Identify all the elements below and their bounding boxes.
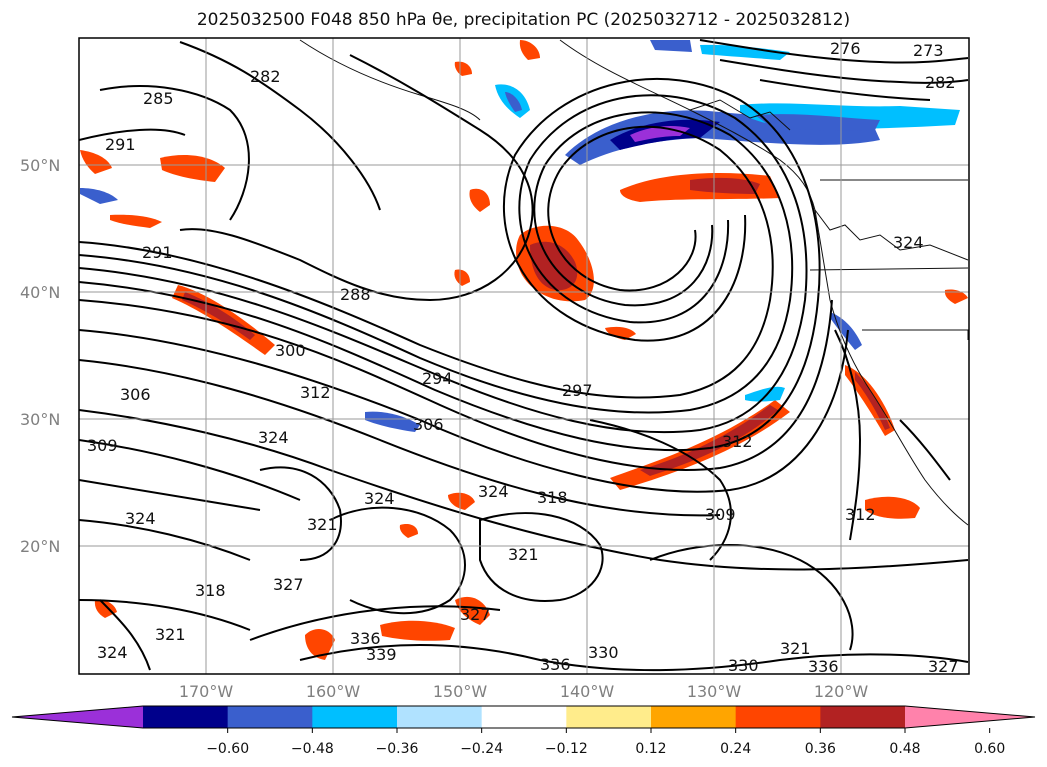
map-title: 2025032500 F048 850 hPa θe, precipitatio… <box>196 10 851 30</box>
latitude-labels: 50°N 40°N 30°N 20°N <box>20 156 60 556</box>
contour-label: 312 <box>845 505 876 524</box>
contour-label: 327 <box>273 575 304 594</box>
colorbar-segment <box>820 706 906 728</box>
theta-e-contours <box>79 39 969 672</box>
colorbar-tick-label: 0.12 <box>635 741 666 757</box>
contour-label: 291 <box>142 243 173 262</box>
contour-label: 336 <box>540 655 571 674</box>
lon-label: 140°W <box>560 682 615 701</box>
lat-label: 50°N <box>20 156 60 175</box>
graticule <box>79 38 969 674</box>
colorbar-segment <box>227 706 313 728</box>
contour-label: 312 <box>722 432 753 451</box>
contour-label: 312 <box>300 383 331 402</box>
contour-label: 318 <box>537 488 568 507</box>
contour-label: 288 <box>340 285 371 304</box>
contour-label: 309 <box>705 505 736 524</box>
contour-label: 324 <box>478 482 509 501</box>
contour-label: 336 <box>350 629 381 648</box>
lat-label: 20°N <box>20 537 60 556</box>
contour-label: 276 <box>830 39 861 58</box>
contour-label: 324 <box>364 489 395 508</box>
contour-label: 300 <box>275 341 306 360</box>
lon-label: 160°W <box>306 682 361 701</box>
colorbar-outline <box>11 705 1036 729</box>
contour-label: 324 <box>893 233 924 252</box>
colorbar-segment <box>143 706 229 728</box>
contour-label: 285 <box>143 89 174 108</box>
contour-label: 297 <box>562 381 593 400</box>
colorbar-tick-label: 0.24 <box>720 741 751 757</box>
longitude-labels: 170°W 160°W 150°W 140°W 130°W 120°W <box>179 682 869 701</box>
map-frame <box>78 37 970 675</box>
contour-label: 330 <box>728 656 759 675</box>
contour-label: 327 <box>460 605 491 624</box>
colorbar-segment <box>312 706 398 728</box>
colorbar-tick-label: −0.48 <box>291 741 334 757</box>
colorbar-tick-label: −0.12 <box>545 741 588 757</box>
lat-label: 40°N <box>20 283 60 302</box>
contour-label: 339 <box>366 645 397 664</box>
lat-label: 30°N <box>20 410 60 429</box>
colorbar-segment <box>397 706 483 728</box>
contour-labels: 276 273 282 285 282 291 291 288 300 306 … <box>87 39 959 676</box>
contour-label: 309 <box>87 436 118 455</box>
contour-label: 336 <box>808 657 839 676</box>
colorbar-segment <box>735 706 821 728</box>
colorbar-segment <box>651 706 737 728</box>
contour-label: 321 <box>508 545 539 564</box>
colorbar: −0.60 −0.48 −0.36 −0.24 −0.12 0.12 0.24 0.36 0.4… <box>11 705 1036 757</box>
contour-label: 321 <box>307 515 338 534</box>
contour-label: 327 <box>928 657 959 676</box>
map-content: 276 273 282 285 282 291 291 288 300 306 … <box>79 38 969 676</box>
lon-label: 120°W <box>814 682 869 701</box>
contour-label: 324 <box>125 509 156 528</box>
colorbar-segment <box>566 706 652 728</box>
contour-label: 306 <box>120 385 151 404</box>
lon-label: 150°W <box>433 682 488 701</box>
coastlines <box>299 39 969 526</box>
precip-shading <box>80 40 968 660</box>
colorbar-extend-min <box>12 706 143 728</box>
colorbar-segment <box>481 706 567 728</box>
contour-label: 282 <box>925 73 956 92</box>
contour-label: 330 <box>588 643 619 662</box>
colorbar-tick-label: 0.48 <box>889 741 920 757</box>
lon-label: 130°W <box>687 682 742 701</box>
colorbar-tick-label: −0.60 <box>206 741 249 757</box>
contour-label: 306 <box>413 415 444 434</box>
contour-label: 294 <box>422 369 453 388</box>
contour-label: 291 <box>105 135 136 154</box>
colorbar-tick-label: −0.24 <box>460 741 503 757</box>
contour-label: 273 <box>913 41 944 60</box>
lon-label: 170°W <box>179 682 234 701</box>
contour-label: 324 <box>97 643 128 662</box>
colorbar-tick-label: 0.36 <box>805 741 836 757</box>
contour-label: 324 <box>258 428 289 447</box>
contour-label: 321 <box>155 625 186 644</box>
contour-label: 318 <box>195 581 226 600</box>
contour-label: 321 <box>780 639 811 658</box>
colorbar-tick-label: −0.36 <box>376 741 419 757</box>
colorbar-extend-max <box>905 706 1035 728</box>
contour-label: 282 <box>250 67 281 86</box>
colorbar-tick-label: 0.60 <box>974 741 1005 757</box>
